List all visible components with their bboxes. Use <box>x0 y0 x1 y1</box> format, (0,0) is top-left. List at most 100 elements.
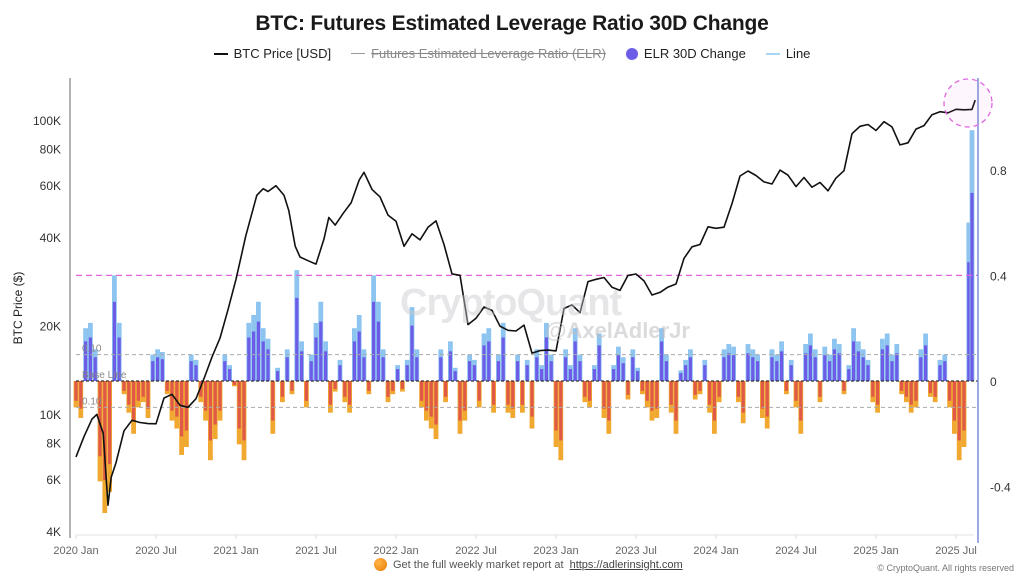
elr-bar <box>429 381 433 417</box>
elr-bar <box>852 341 856 381</box>
elr-bar <box>468 361 472 381</box>
elr-bar <box>842 381 846 391</box>
elr-bar <box>760 381 764 409</box>
elr-bar <box>295 297 299 381</box>
elr-bar <box>698 381 702 391</box>
elr-bar <box>727 353 731 381</box>
elr-bar <box>818 381 822 397</box>
elr-bar <box>544 337 548 381</box>
elr-bar <box>184 381 188 431</box>
elr-bar <box>636 371 640 381</box>
elr-bar <box>444 381 448 397</box>
elr-bar <box>813 357 817 381</box>
elr-bar <box>405 365 409 381</box>
elr-bar <box>391 381 395 391</box>
elr-bar <box>741 381 745 413</box>
x-tick-label: 2024 Jul <box>775 545 817 557</box>
elr-bar <box>751 357 755 381</box>
legend-label: ELR 30D Change <box>643 46 746 61</box>
elr-bar <box>535 357 539 381</box>
y-tick-label: 4K <box>46 525 61 539</box>
x-tick-label: 2021 Jan <box>213 545 258 557</box>
line-icon <box>351 53 366 54</box>
y-tick-label: 40K <box>40 231 61 245</box>
elr-bar <box>338 365 342 381</box>
x-tick-label: 2020 Jul <box>135 545 177 557</box>
elr-bar <box>400 381 404 389</box>
y-tick-label: 60K <box>40 179 61 193</box>
elr-bar <box>324 351 328 381</box>
elr-bar <box>381 357 385 381</box>
elr-bar <box>602 381 606 409</box>
elr-bar <box>367 381 371 391</box>
elr-bar <box>348 381 352 405</box>
legend-label: Line <box>785 46 811 61</box>
elr-bar <box>208 381 212 441</box>
elr-bar <box>352 341 356 381</box>
copyright-text: © CryptoQuant. All rights reserved <box>877 563 1014 573</box>
elr-bar <box>218 381 222 411</box>
elr-bar <box>93 357 97 381</box>
elr-bar <box>213 381 217 425</box>
elr-bar <box>573 341 577 381</box>
elr-bar <box>736 381 740 397</box>
legend-item-line[interactable]: Line <box>765 46 811 61</box>
elr-bar <box>938 365 942 381</box>
elr-bar <box>828 361 832 381</box>
elr-bar <box>84 341 88 381</box>
elr-bar <box>621 363 625 381</box>
elr-bar <box>396 369 400 381</box>
annotation-layer <box>943 78 993 128</box>
x-tick-label: 2021 Jul <box>295 545 337 557</box>
legend-item-btc-price[interactable]: BTC Price [USD] <box>213 46 331 61</box>
elr-bar <box>252 331 256 381</box>
elr-bar <box>794 381 798 401</box>
elr-bar <box>261 341 265 381</box>
watermark-handle: @AxelAdlerJr <box>545 318 690 343</box>
elr-bar <box>669 381 673 405</box>
elr-bar <box>626 381 630 395</box>
y-tick-label: 80K <box>40 142 61 156</box>
elr-bar <box>228 369 232 381</box>
elr-bar <box>612 369 616 381</box>
watermark-brand: CryptoQuant <box>400 282 622 324</box>
elr-bar <box>314 337 318 381</box>
elr-bar <box>117 337 121 381</box>
footer-promo: Get the full weekly market report at htt… <box>374 558 683 571</box>
elr-bar <box>933 381 937 397</box>
elr-bar <box>732 355 736 381</box>
elr-bar <box>285 357 289 381</box>
elr-bar <box>328 381 332 405</box>
reference-line-label: 0.10 <box>82 344 102 355</box>
elr-bar <box>948 381 952 401</box>
x-tick-label: 2020 Jan <box>53 545 98 557</box>
elr-bar <box>616 355 620 381</box>
elr-bar <box>415 357 419 381</box>
elr-bar <box>808 345 812 381</box>
elr-bar <box>492 381 496 405</box>
elr-bar <box>79 381 83 409</box>
y-axis-title: BTC Price ($) <box>11 272 25 345</box>
x-tick-label: 2023 Jan <box>533 545 578 557</box>
elr-bar <box>472 365 476 381</box>
footer-link[interactable]: https://adlerinsight.com <box>569 558 683 571</box>
elr-bar <box>722 357 726 381</box>
elr-bar <box>900 381 904 391</box>
elr-bar <box>909 381 913 405</box>
legend-item-elr[interactable]: Futures Estimated Leverage Ratio (ELR) <box>351 46 606 61</box>
elr-bar <box>588 381 592 401</box>
elr-bar <box>372 301 376 381</box>
elr-bar <box>136 381 140 401</box>
dot-icon <box>625 47 638 60</box>
legend-item-elr-30d-change[interactable]: ELR 30D Change <box>625 46 746 61</box>
elr-bar <box>276 371 280 381</box>
elr-bar <box>717 381 721 397</box>
elr-bar <box>520 381 524 405</box>
elr-bar <box>549 361 553 381</box>
elr-bar <box>156 357 160 381</box>
elr-bar <box>127 381 131 405</box>
elr-bar <box>247 337 251 381</box>
elr-bar <box>837 353 841 381</box>
elr-bar <box>856 351 860 381</box>
elr-bar <box>876 381 880 405</box>
